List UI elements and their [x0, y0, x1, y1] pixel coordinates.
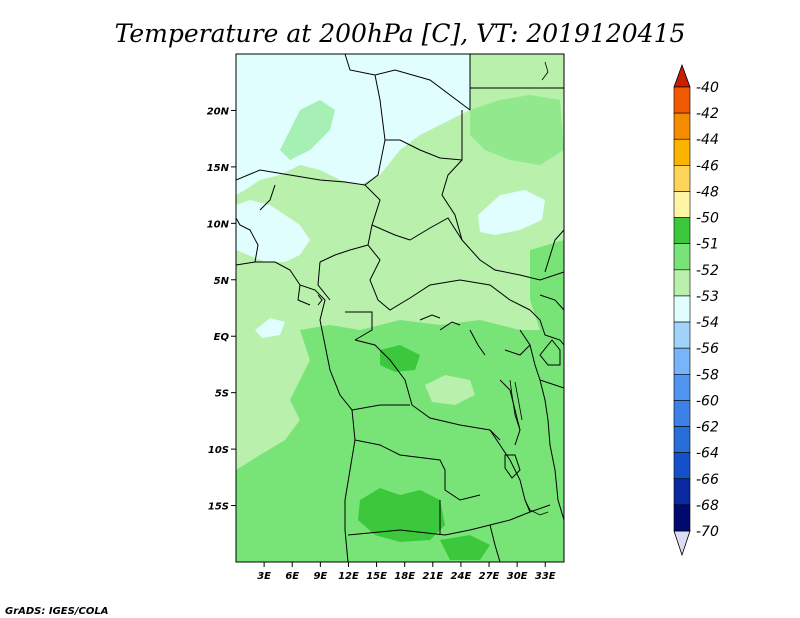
colorbar-segment [673, 112, 691, 140]
y-tick-label: 5N [214, 276, 230, 287]
temperature-zone-minus54-west [236, 200, 310, 262]
colorbar-segment [673, 373, 691, 401]
colorbar-label: -70 [696, 524, 719, 540]
colorbar-label: -58 [696, 367, 719, 383]
grads-credit: GrADS: IGES/COLA [5, 606, 108, 617]
colorbar-segment [673, 243, 691, 271]
colorbar-segment [673, 217, 691, 245]
colorbar-top-tip [673, 63, 691, 88]
temperature-zone-minus53-east-africa [530, 240, 564, 330]
colorbar-label: -53 [696, 289, 719, 305]
colorbar-segment [673, 426, 691, 453]
y-tick-label: 5S [215, 389, 229, 400]
colorbar-segment [673, 138, 691, 166]
x-tick-label: 24E [451, 571, 472, 582]
x-tick-label: 3E [257, 571, 271, 582]
colorbar-segment [673, 504, 691, 532]
colorbar-label: -68 [696, 498, 719, 514]
colorbar-bottom-tip [673, 530, 691, 557]
temperature-zone-minus52-south [440, 535, 490, 560]
colorbar-label: -66 [696, 472, 719, 488]
colorbar-segment [673, 191, 691, 218]
colorbar-label: -44 [696, 132, 719, 148]
colorbar-segment [673, 165, 691, 192]
y-tick-label: EQ [214, 332, 230, 343]
colorbar-segment [673, 269, 691, 297]
x-tick-label: 18E [394, 571, 415, 582]
x-tick-label: 33E [535, 571, 556, 582]
x-tick-label: 12E [338, 571, 359, 582]
y-tick-label: 10N [207, 219, 230, 230]
temperature-zone-minus54-ocean [255, 318, 285, 338]
x-tick-label: 6E [285, 571, 299, 582]
x-tick-label: 21E [422, 571, 443, 582]
colorbar-label: -52 [696, 263, 719, 279]
colorbar-segment [673, 295, 691, 323]
x-tick-label: 30E [507, 571, 528, 582]
temperature-zone-minus53-sahara [280, 100, 335, 160]
y-tick-label: 20N [207, 106, 230, 117]
colorbar-label: -46 [696, 158, 719, 174]
temperature-zone-minus53-interior [425, 375, 475, 405]
colorbar-segment [673, 347, 691, 375]
temperature-zone-minus53-central [236, 320, 564, 562]
colorbar-label: -42 [696, 106, 719, 122]
lakes-and-rivers [509, 61, 549, 516]
temperature-zone-minus52-congo [380, 345, 420, 372]
colorbar-segment [673, 452, 691, 480]
colorbar-label: -60 [696, 393, 719, 409]
colorbar-segment [673, 86, 691, 114]
temperature-zone-minus54-north [236, 54, 470, 195]
country-borders [236, 54, 564, 562]
x-tick-label: 15E [366, 571, 387, 582]
x-tick-label: 9E [313, 571, 327, 582]
colorbar: -40 -42 -44 -46 -48 -50 -51 -52 -53 -54 -56 -58 -60 -… [673, 63, 719, 557]
colorbar-label: -50 [696, 211, 719, 227]
x-axis: 3E 6E 9E 12E 15E 18E 21E 24E 27E 30E 33E [257, 562, 556, 582]
y-axis: 20N 15N 10N 5N EQ 5S 10S 15S [207, 106, 236, 513]
temperature-zone-minus53-northeast [470, 95, 564, 165]
colorbar-label: -54 [696, 315, 719, 331]
colorbar-label: -48 [696, 184, 719, 200]
y-tick-label: 10S [208, 445, 229, 456]
colorbar-label: -40 [696, 80, 719, 96]
colorbar-label: -51 [696, 237, 719, 253]
colorbar-segment [673, 321, 691, 349]
temperature-zone-minus52-angola [358, 488, 445, 542]
temperature-zone-minus54-east [478, 190, 545, 235]
colorbar-label: -64 [696, 446, 719, 462]
colorbar-segment [673, 478, 691, 506]
colorbar-segment [673, 400, 691, 427]
map-panel [235, 53, 565, 563]
map-title: Temperature at 200hPa [C], VT: 201912041… [115, 19, 686, 48]
y-tick-label: 15N [207, 163, 230, 174]
x-tick-label: 27E [479, 571, 500, 582]
map-frame [235, 53, 565, 563]
y-tick-label: 15S [208, 502, 229, 513]
colorbar-label: -56 [696, 341, 719, 357]
colorbar-label: -62 [696, 420, 719, 436]
